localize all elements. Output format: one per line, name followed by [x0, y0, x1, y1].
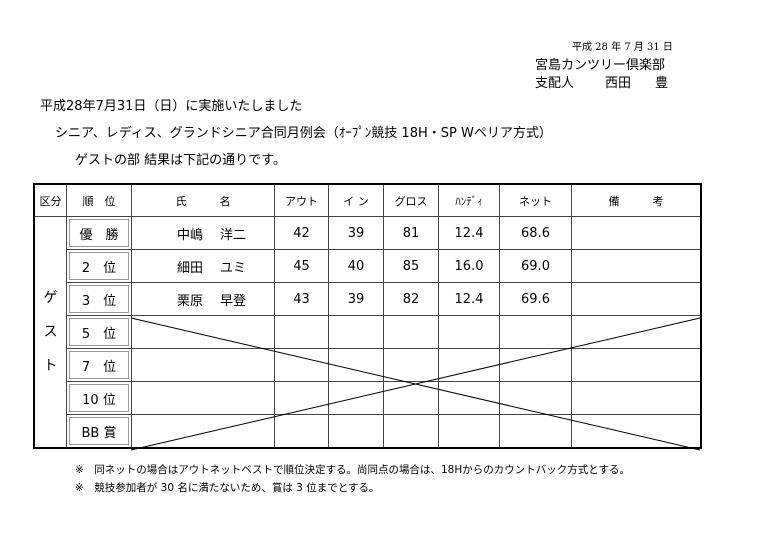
in-cell [328, 315, 384, 349]
in-cell [328, 381, 384, 415]
out-cell: 43 [274, 282, 329, 316]
rank-cell: 7 位 [66, 348, 132, 382]
issue-date: 平成 28 年 7 月 31 日 [572, 42, 673, 53]
rank-cell: 2 位 [66, 249, 132, 283]
table-row: BB 賞 [34, 414, 702, 449]
table-row: 7 位 [34, 348, 702, 382]
out-cell: 45 [274, 249, 329, 283]
note-cell [571, 348, 702, 382]
category-cell: ゲスト [33, 216, 67, 449]
table-row: ゲスト優 勝中嶋 洋二 42 39 81 12.4 68.6 [33, 216, 702, 449]
name-cell [131, 348, 275, 382]
in-cell [328, 414, 384, 449]
manager-family: 西田 [605, 76, 632, 91]
family-name: 細田 [176, 260, 203, 276]
col-note: 備 考 [571, 183, 702, 217]
table-header: 区分 順 位 氏 名 アウト イ ン グロス ﾊﾝﾃﾞｨ ネット 備 考 [33, 183, 702, 217]
rank-cell: 5 位 [66, 315, 132, 349]
given-name: 洋二 [219, 227, 246, 243]
note-cell [571, 414, 702, 449]
name-cell [131, 381, 275, 415]
net-cell: 69.0 [499, 249, 572, 283]
out-cell: 42 [274, 216, 329, 250]
gross-cell [383, 348, 439, 382]
name-cell: 栗原 早登 [131, 282, 275, 316]
note-cell [571, 216, 702, 250]
in-cell: 39 [328, 216, 384, 250]
rank-cell: 10 位 [66, 381, 132, 415]
category-char: ト [43, 358, 58, 374]
table-row: 2 位細田 ユミ 45 40 85 16.0 69.0 [34, 249, 702, 283]
col-net: ネット [499, 183, 572, 217]
note-cell [571, 249, 702, 283]
rank-cell: 3 位 [66, 282, 132, 316]
results-table: 区分 順 位 氏 名 アウト イ ン グロス ﾊﾝﾃﾞｨ ネット 備 考 ゲスト… [33, 183, 702, 449]
in-cell [328, 348, 384, 382]
note-cell [571, 381, 702, 415]
col-name: 氏 名 [131, 183, 275, 217]
net-cell: 69.6 [499, 282, 572, 316]
col-category: 区分 [33, 183, 67, 217]
net-cell [499, 414, 572, 449]
net-cell [499, 381, 572, 415]
net-cell [499, 315, 572, 349]
family-name: 栗原 [176, 293, 203, 309]
name-cell: 中嶋 洋二 [131, 216, 275, 250]
handicap-cell [438, 348, 500, 382]
table-row: 5 位 [34, 315, 702, 349]
rank-cell: 優 勝 [66, 216, 132, 250]
given-name: ユミ [219, 260, 246, 276]
note-cell [571, 315, 702, 349]
handicap-cell: 12.4 [438, 282, 500, 316]
col-rank: 順 位 [66, 183, 132, 217]
handicap-cell [438, 414, 500, 449]
category-char: ス [43, 324, 58, 340]
name-cell [131, 414, 275, 449]
rank-cell: BB 賞 [66, 414, 132, 449]
col-in: イ ン [328, 183, 384, 217]
intro-line-3: ゲストの部 結果は下記の通りです。 [75, 153, 286, 168]
category-char: ゲ [43, 290, 58, 306]
col-out: アウト [274, 183, 329, 217]
handicap-cell [438, 315, 500, 349]
out-cell [274, 414, 329, 449]
handicap-cell: 12.4 [438, 216, 500, 250]
out-cell [274, 381, 329, 415]
note-2: ※ 競技参加者が 30 名に満たないため、賞は 3 位までとする。 [75, 482, 380, 494]
net-cell: 68.6 [499, 216, 572, 250]
col-gross: グロス [383, 183, 439, 217]
gross-cell: 85 [383, 249, 439, 283]
handicap-cell: 16.0 [438, 249, 500, 283]
family-name: 中嶋 [176, 227, 203, 243]
gross-cell [383, 381, 439, 415]
note-cell [571, 282, 702, 316]
handicap-cell [438, 381, 500, 415]
gross-cell: 81 [383, 216, 439, 250]
out-cell [274, 315, 329, 349]
out-cell [274, 348, 329, 382]
in-cell: 40 [328, 249, 384, 283]
intro-line-1: 平成28年7月31日（日）に実施いたしました [40, 99, 303, 114]
table-row: 10 位 [34, 381, 702, 415]
col-handicap: ﾊﾝﾃﾞｨ [438, 183, 500, 217]
table-row: 3 位栗原 早登 43 39 82 12.4 69.6 [34, 282, 702, 316]
name-cell [131, 315, 275, 349]
gross-cell [383, 315, 439, 349]
gross-cell: 82 [383, 282, 439, 316]
intro-line-2: シニア、レディス、グランドシニア合同月例会（ｵｰﾌﾟﾝ競技 18H・SP Wペリ… [55, 126, 552, 141]
manager-given: 豊 [655, 76, 669, 91]
note-1: ※ 同ネットの場合はアウトネットベストで順位決定する。尚同点の場合は、18Hから… [75, 464, 630, 476]
given-name: 早登 [219, 293, 246, 309]
manager-title: 支配人 [535, 76, 575, 91]
net-cell [499, 348, 572, 382]
in-cell: 39 [328, 282, 384, 316]
manager: 支配人 西田 豊 [535, 72, 668, 91]
club-name: 宮島カンツリー倶楽部 [535, 58, 666, 73]
name-cell: 細田 ユミ [131, 249, 275, 283]
gross-cell [383, 414, 439, 449]
